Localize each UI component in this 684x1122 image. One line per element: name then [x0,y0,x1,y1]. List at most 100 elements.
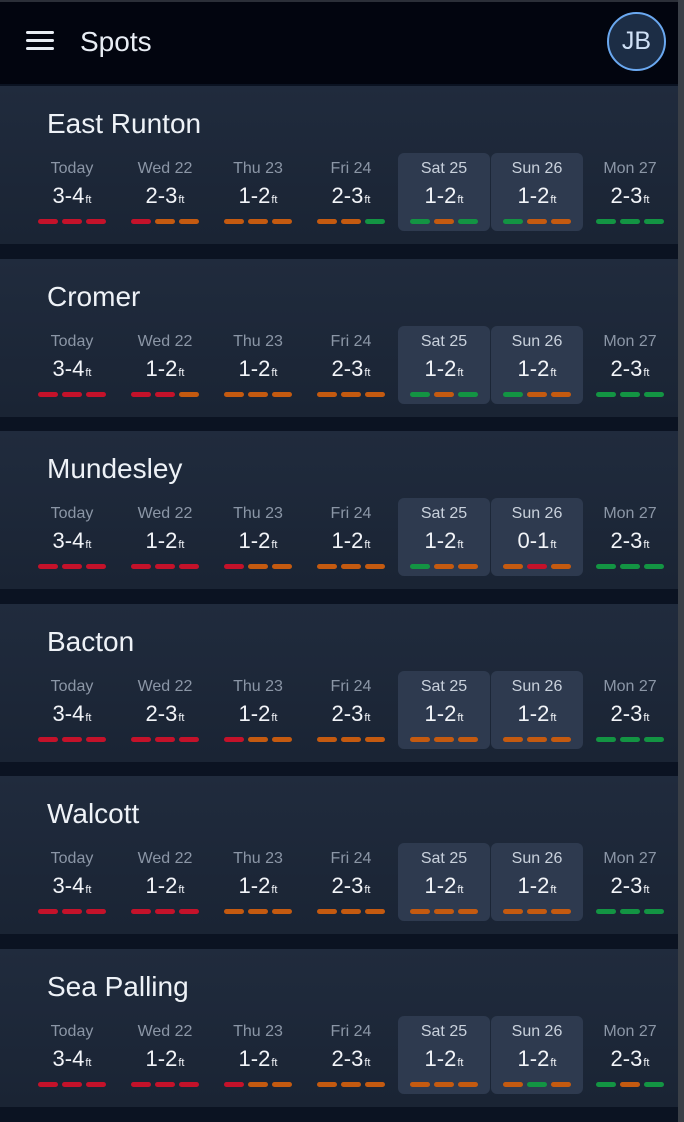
forecast-day[interactable]: Sat 25 1-2ft [398,843,490,921]
rating-bars [503,219,571,224]
forecast-day[interactable]: Mon 27 2-3ft [584,1016,676,1094]
height-unit: ft [643,366,650,379]
wave-height: 2-3ft [119,701,211,727]
forecast-day[interactable]: Sat 25 1-2ft [398,153,490,231]
rating-bar-orange [551,736,571,742]
day-label: Thu 23 [233,160,283,177]
rating-bars [224,736,292,742]
wave-height-value: 2-3 [145,700,178,726]
wave-height-value: 2-3 [610,1045,643,1071]
spot-card[interactable]: Walcott Today 3-4ft Wed 22 1-2ft Thu 23 1-2ft F… [0,776,678,934]
day-label: Wed 22 [137,677,193,695]
rating-bar-orange [434,564,454,569]
forecast-day[interactable]: Thu 23 1-2ft [212,153,304,231]
spot-card[interactable]: Mundesley Today 3-4ft Wed 22 1-2ft Thu 23 1-2f… [0,431,678,589]
forecast-day[interactable]: Wed 22 1-2ft [119,498,211,576]
rating-bars [38,1081,106,1087]
forecast-day[interactable]: Sun 26 1-2ft [491,843,583,921]
forecast-day[interactable]: Mon 27 2-3ft [584,671,676,749]
forecast-day[interactable]: Sat 25 1-2ft [398,498,490,576]
forecast-day[interactable]: Today 3-4ft [26,326,118,404]
forecast-day[interactable]: Sun 26 1-2ft [491,153,583,231]
forecast-day[interactable]: Fri 24 2-3ft [305,671,397,749]
rating-bar-red [86,736,106,742]
forecast-day[interactable]: Today 3-4ft [26,1016,118,1094]
wave-height-value: 1-2 [238,1045,271,1071]
day-label: Fri 24 [330,332,372,350]
rating-bar-orange [248,736,268,742]
day-label: Sat 25 [420,160,468,177]
forecast-day[interactable]: Wed 22 1-2ft [119,326,211,404]
rating-bars [131,564,199,569]
forecast-day[interactable]: Thu 23 1-2ft [212,1016,304,1094]
forecast-day[interactable]: Sun 26 1-2ft [491,325,583,404]
wave-height: 1-2ft [491,1046,583,1072]
forecast-day[interactable]: Today 3-4ft [26,843,118,921]
forecast-day[interactable]: Mon 27 2-3ft [584,843,676,921]
rating-bar-green [503,391,523,397]
forecast-day[interactable]: Mon 27 2-3ft [584,326,676,404]
rating-bar-red [38,564,58,569]
rating-bar-orange [527,219,547,224]
height-unit: ft [178,711,185,724]
rating-bar-orange [503,1081,523,1087]
forecast-day[interactable]: Wed 22 1-2ft [119,1016,211,1094]
wave-height: 1-2ft [491,356,583,382]
forecast-day[interactable]: Sun 26 1-2ft [491,670,583,749]
rating-bar-green [644,391,664,397]
height-unit: ft [178,1056,185,1069]
rating-bar-red [86,1081,106,1087]
spot-card[interactable]: Cromer Today 3-4ft Wed 22 1-2ft Thu 23 1-2ft Fr… [0,258,678,417]
forecast-day[interactable]: Today 3-4ft [26,671,118,749]
spot-card[interactable]: Sea Palling Today 3-4ft Wed 22 1-2ft Thu 23 1-… [0,948,678,1107]
day-label: Mon 27 [603,1022,657,1040]
rating-bars [596,564,664,569]
wave-height: 1-2ft [212,183,304,209]
forecast-day[interactable]: Sun 26 0-1ft [491,498,583,576]
forecast-day[interactable]: Thu 23 1-2ft [212,498,304,576]
forecast-day[interactable]: Sat 25 1-2ft [398,1015,490,1094]
forecast-day[interactable]: Fri 24 2-3ft [305,326,397,404]
rating-bar-red [62,1081,82,1087]
forecast-day[interactable]: Wed 22 1-2ft [119,843,211,921]
wave-height-value: 1-2 [238,355,271,381]
wave-height: 3-4ft [26,183,118,209]
rating-bars [317,219,385,224]
rating-bar-orange [410,909,430,914]
wave-height-value: 1-2 [238,183,271,208]
spot-card[interactable]: Bacton Today 3-4ft Wed 22 2-3ft Thu 23 1-2ft Fr… [0,603,678,762]
rating-bars [131,1081,199,1087]
wave-height: 3-4ft [26,873,118,899]
forecast-day[interactable]: Fri 24 1-2ft [305,498,397,576]
menu-icon[interactable] [26,30,54,52]
avatar[interactable]: JB [607,12,666,71]
rating-bar-orange [458,564,478,569]
wave-height: 1-2ft [212,701,304,727]
forecast-day[interactable]: Today 3-4ft [26,153,118,231]
rating-bars [410,909,478,914]
forecast-day[interactable]: Sat 25 1-2ft [398,325,490,404]
height-unit: ft [457,366,464,379]
forecast-day[interactable]: Sun 26 1-2ft [491,1015,583,1094]
forecast-day[interactable]: Wed 22 2-3ft [119,153,211,231]
forecast-day[interactable]: Sat 25 1-2ft [398,670,490,749]
rating-bars [503,1081,571,1087]
forecast-day[interactable]: Thu 23 1-2ft [212,671,304,749]
forecast-day[interactable]: Fri 24 2-3ft [305,843,397,921]
height-unit: ft [85,366,92,379]
forecast-day[interactable]: Fri 24 2-3ft [305,153,397,231]
height-unit: ft [271,539,278,551]
forecast-day[interactable]: Fri 24 2-3ft [305,1016,397,1094]
rating-bar-orange [503,564,523,569]
wave-height-value: 2-3 [331,355,364,381]
forecast-day[interactable]: Thu 23 1-2ft [212,843,304,921]
wave-height-value: 1-2 [424,528,457,553]
spot-card[interactable]: East Runton Today 3-4ft Wed 22 2-3ft Thu 23 1-… [0,86,678,244]
forecast-day[interactable]: Wed 22 2-3ft [119,671,211,749]
forecast-day[interactable]: Thu 23 1-2ft [212,326,304,404]
forecast-day[interactable]: Today 3-4ft [26,498,118,576]
rating-bar-red [179,1081,199,1087]
rating-bars [131,391,199,397]
forecast-day[interactable]: Mon 27 2-3ft [584,153,676,231]
forecast-day[interactable]: Mon 27 2-3ft [584,498,676,576]
